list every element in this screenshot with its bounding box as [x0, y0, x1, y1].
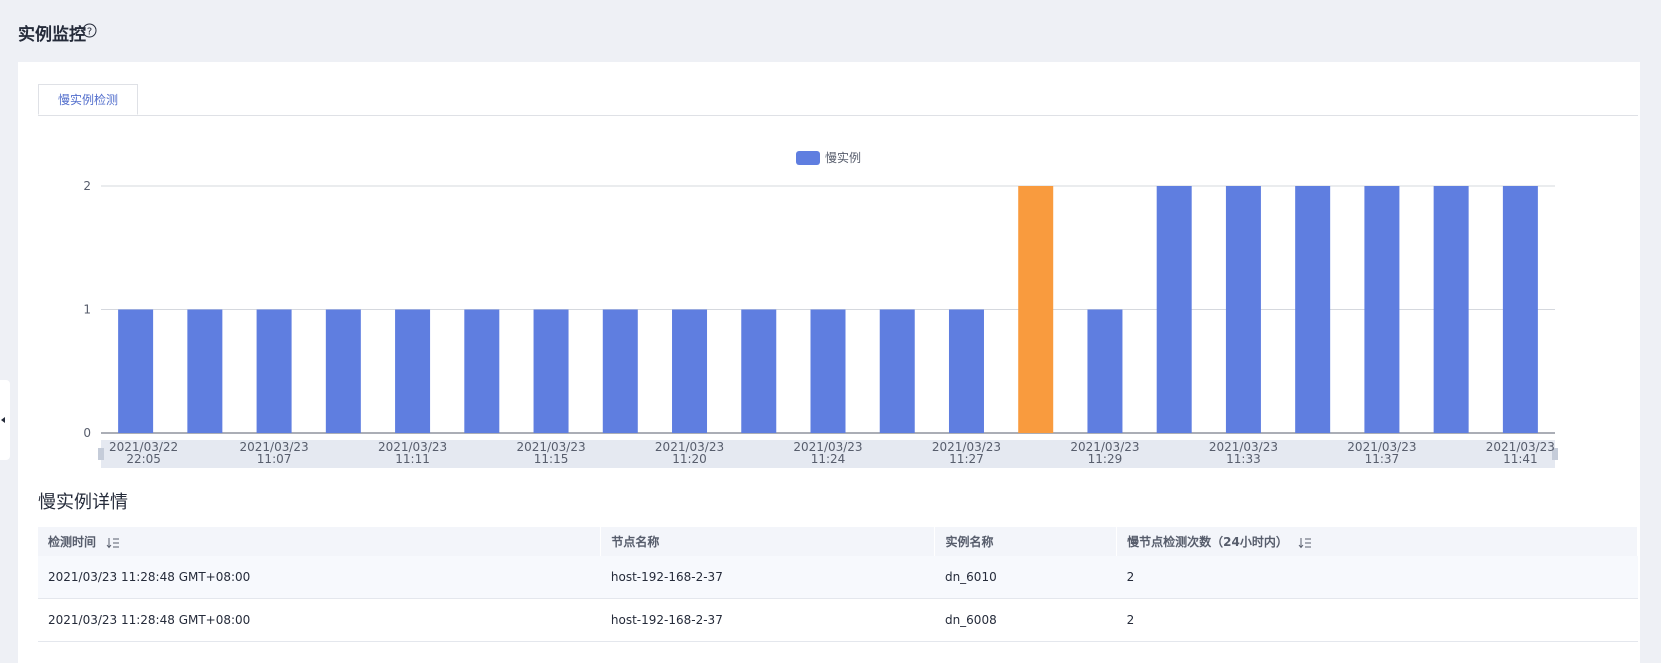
x-tick-label: 2021/03/23 11:24	[793, 440, 863, 466]
column-header: 检测时间	[38, 527, 602, 556]
help-icon[interactable]: ?	[82, 23, 97, 38]
bar	[464, 309, 500, 433]
table-cell: 2	[1116, 598, 1638, 642]
bar	[1502, 186, 1538, 433]
x-tick-label: 2021/03/23 11:41	[1485, 440, 1555, 466]
x-tick-label: 2021/03/23 11:15	[516, 440, 586, 466]
bar	[395, 309, 431, 433]
table-cell: host-192-168-2-37	[600, 556, 935, 599]
table-cell: 2021/03/23 11:28:48 GMT+08:00	[38, 598, 601, 642]
bar	[1225, 186, 1261, 433]
y-tick-label: 2	[83, 179, 91, 193]
table-cell: dn_6008	[934, 598, 1117, 642]
legend-label: 慢实例	[825, 150, 861, 165]
svg-text:?: ?	[87, 27, 92, 38]
chart: 0 1 2 慢实例	[83, 150, 1558, 468]
x-tick-label: 2021/03/23 11:20	[654, 440, 725, 466]
zoom-handle	[98, 448, 104, 460]
bar	[1018, 186, 1054, 433]
bar	[879, 309, 915, 433]
bar	[1295, 186, 1331, 433]
x-tick-label: 2021/03/22 22:05	[109, 440, 179, 466]
x-tick-label: 2021/03/23 11:11	[377, 440, 448, 466]
y-tick-label: 0	[83, 426, 91, 440]
column-header-text: 检测时间	[48, 535, 97, 549]
section-title: 慢实例详情	[38, 492, 128, 513]
bar	[810, 309, 846, 433]
bar	[256, 309, 292, 433]
bar	[325, 309, 361, 433]
bar	[672, 309, 708, 433]
column-header: 实例名称	[934, 527, 1118, 556]
bar	[1087, 309, 1123, 433]
x-tick-label: 2021/03/23 11:07	[239, 440, 309, 466]
zoom-slider	[101, 440, 1555, 468]
collapse-handle[interactable]	[0, 380, 10, 460]
bar	[1433, 186, 1469, 433]
bar	[118, 309, 154, 433]
x-tick-label: 2021/03/23 11:37	[1347, 440, 1417, 466]
page-title: 实例监控	[18, 25, 86, 45]
legend-swatch	[796, 151, 820, 165]
bar	[741, 309, 777, 433]
y-tick-label: 1	[83, 303, 91, 317]
details-table: 检测时间 节点名称 实例名称 慢节点检测次数（24小时内） 2021/03/23 11:…	[38, 527, 1638, 642]
column-header: 慢节点检测次数（24小时内）	[1116, 527, 1638, 556]
x-tick-label: 2021/03/23 11:27	[931, 440, 1002, 466]
bar	[1156, 186, 1192, 433]
bar	[533, 309, 569, 433]
table-row: 2021/03/23 11:28:48 GMT+08:00 host-192-16…	[38, 598, 1638, 642]
table-cell: 2	[1116, 556, 1638, 599]
column-header-text: 节点名称	[611, 535, 660, 549]
table-cell: 2021/03/23 11:28:48 GMT+08:00	[38, 556, 601, 599]
tab-divider	[38, 115, 1638, 116]
tab[interactable]: 慢实例检测	[38, 84, 138, 115]
bar	[602, 309, 638, 433]
column-header: 节点名称	[600, 527, 936, 556]
column-header-text: 慢节点检测次数（24小时内）	[1127, 535, 1288, 549]
bar	[1364, 186, 1400, 433]
x-tick-label: 2021/03/23 11:29	[1070, 440, 1140, 466]
zoom-handle	[1552, 448, 1558, 460]
sort-icon[interactable]	[1298, 537, 1312, 549]
column-header-text: 实例名称	[945, 535, 994, 549]
sort-icon[interactable]	[106, 537, 120, 549]
table-cell: dn_6010	[934, 556, 1117, 599]
bar	[948, 309, 984, 433]
table-row: 2021/03/23 11:28:48 GMT+08:00 host-192-16…	[38, 556, 1638, 599]
table-cell: host-192-168-2-37	[600, 598, 935, 642]
bar	[187, 309, 223, 433]
x-tick-label: 2021/03/23 11:33	[1208, 440, 1278, 466]
